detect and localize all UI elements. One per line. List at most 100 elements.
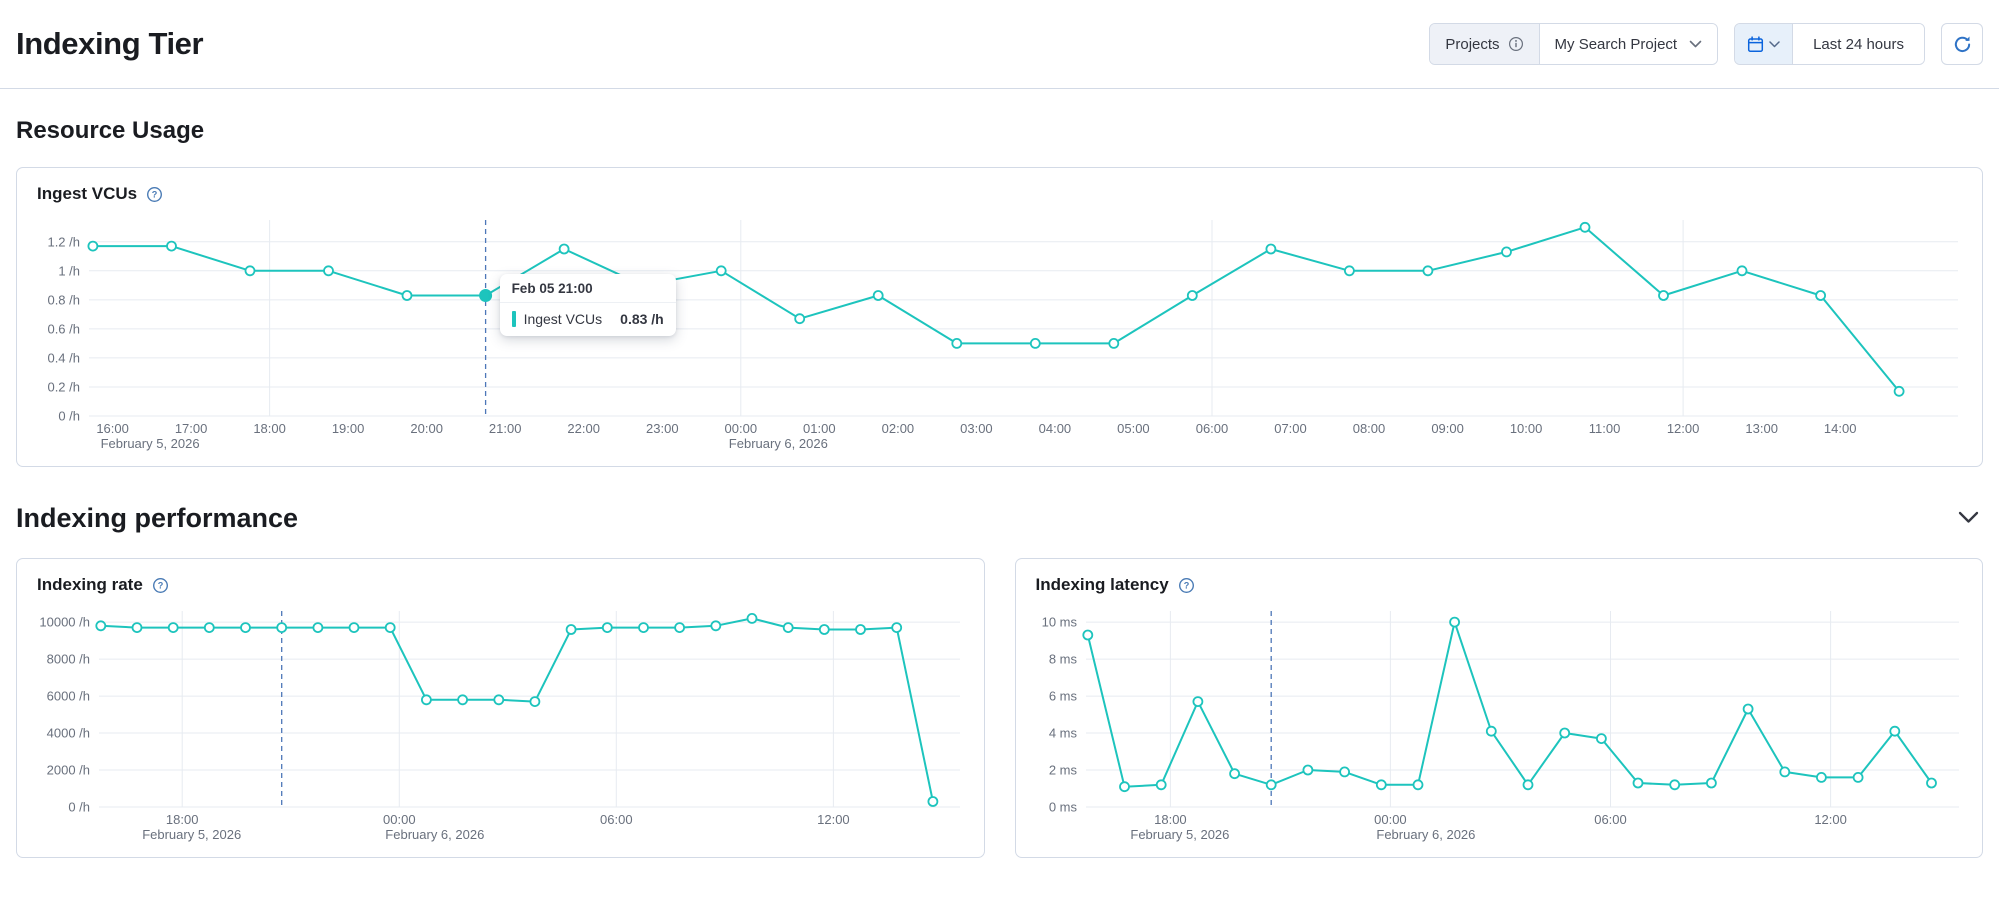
svg-text:February 6, 2026: February 6, 2026	[385, 827, 484, 842]
svg-text:10000 /h: 10000 /h	[39, 615, 90, 630]
indexing-latency-title-row: Indexing latency ?	[1036, 575, 1963, 595]
date-range-button[interactable]: Last 24 hours	[1793, 24, 1924, 64]
svg-text:12:00: 12:00	[817, 812, 850, 827]
chart-title-indexing-latency: Indexing latency	[1035, 575, 1169, 594]
project-filter-group: Projects My Search Project	[1429, 23, 1719, 65]
svg-text:21:00: 21:00	[489, 421, 522, 436]
performance-charts-row: Indexing rate ? 0 /h 2000 /h 4000 /h 6000 /…	[16, 558, 1983, 858]
date-range-value: Last 24 hours	[1813, 35, 1904, 53]
chevron-down-icon	[1689, 40, 1702, 48]
svg-text:04:00: 04:00	[1039, 421, 1072, 436]
project-filter-label-text: Projects	[1445, 35, 1500, 53]
svg-text:18:00: 18:00	[166, 812, 199, 827]
svg-text:?: ?	[1183, 580, 1189, 590]
svg-text:1 /h: 1 /h	[58, 263, 80, 278]
svg-text:05:00: 05:00	[1117, 421, 1150, 436]
svg-text:2 ms: 2 ms	[1048, 763, 1077, 778]
help-button[interactable]: ?	[152, 577, 169, 594]
svg-text:18:00: 18:00	[1154, 812, 1187, 827]
svg-text:17:00: 17:00	[175, 421, 208, 436]
chart-title-indexing-rate: Indexing rate	[37, 575, 143, 594]
svg-text:February 5, 2026: February 5, 2026	[1130, 827, 1229, 842]
refresh-button[interactable]	[1941, 23, 1983, 65]
help-button[interactable]: ?	[146, 186, 163, 203]
ingest-vcus-chart[interactable]: 0 /h 0.2 /h 0.4 /h 0.6 /h 0.8 /h 1 /h 1.2 /h 16…	[31, 208, 1968, 458]
calendar-icon	[1747, 35, 1764, 53]
svg-text:February 6, 2026: February 6, 2026	[1376, 827, 1475, 842]
chart-title-ingest-vcus: Ingest VCUs	[37, 184, 138, 203]
ingest-vcus-chart-canvas[interactable]: 0 /h 0.2 /h 0.4 /h 0.6 /h 0.8 /h 1 /h 1.2 /h 16…	[31, 208, 1968, 458]
indexing-rate-chart-canvas[interactable]: 0 /h 2000 /h 4000 /h 6000 /h 8000 /h 10000 /h…	[31, 599, 970, 849]
svg-text:0.2 /h: 0.2 /h	[47, 380, 80, 395]
indexing-latency-chart[interactable]: 0 ms 2 ms 4 ms 6 ms 8 ms 10 ms 18:00 00:00 06:00…	[1030, 599, 1969, 849]
project-select-value: My Search Project	[1554, 35, 1678, 53]
svg-text:8 ms: 8 ms	[1048, 652, 1077, 667]
section-title-resource-usage: Resource Usage	[16, 117, 205, 144]
svg-text:03:00: 03:00	[960, 421, 993, 436]
indexing-rate-title-row: Indexing rate ?	[37, 575, 964, 595]
question-icon: ?	[1178, 577, 1195, 594]
svg-text:4000 /h: 4000 /h	[47, 726, 90, 741]
page-header-wrap: Indexing Tier Projects My Search Project	[0, 0, 1999, 88]
question-icon: ?	[146, 186, 163, 203]
indexing-performance-heading-row: Indexing performance	[16, 503, 1983, 534]
svg-text:1.2 /h: 1.2 /h	[47, 234, 80, 249]
svg-text:08:00: 08:00	[1353, 421, 1386, 436]
svg-text:00:00: 00:00	[383, 812, 416, 827]
svg-text:13:00: 13:00	[1745, 421, 1778, 436]
svg-text:12:00: 12:00	[1814, 812, 1847, 827]
page-main: Resource Usage Ingest VCUs ? 0 /h 0.2 /h 0…	[0, 117, 1999, 858]
svg-text:0.6 /h: 0.6 /h	[47, 321, 80, 336]
svg-text:10 ms: 10 ms	[1041, 615, 1077, 630]
svg-text:01:00: 01:00	[803, 421, 836, 436]
svg-text:?: ?	[158, 580, 164, 590]
svg-text:0 ms: 0 ms	[1048, 800, 1077, 815]
question-icon: ?	[152, 577, 169, 594]
svg-text:06:00: 06:00	[1196, 421, 1229, 436]
svg-text:10:00: 10:00	[1510, 421, 1543, 436]
resource-usage-heading-row: Resource Usage	[16, 117, 1983, 145]
project-select-button[interactable]: My Search Project	[1539, 24, 1718, 64]
svg-text:07:00: 07:00	[1274, 421, 1307, 436]
section-title-indexing-performance: Indexing performance	[16, 503, 299, 533]
svg-text:02:00: 02:00	[882, 421, 915, 436]
svg-text:09:00: 09:00	[1431, 421, 1464, 436]
page-header: Indexing Tier Projects My Search Project	[16, 18, 1983, 70]
chevron-down-icon	[1769, 40, 1780, 48]
indexing-latency-chart-canvas[interactable]: 0 ms 2 ms 4 ms 6 ms 8 ms 10 ms 18:00 00:00 06:00…	[1030, 599, 1969, 849]
svg-text:18:00: 18:00	[253, 421, 286, 436]
svg-text:8000 /h: 8000 /h	[47, 652, 90, 667]
svg-text:06:00: 06:00	[600, 812, 633, 827]
page-title: Indexing Tier	[16, 26, 204, 61]
svg-text:00:00: 00:00	[1374, 812, 1407, 827]
svg-text:6 ms: 6 ms	[1048, 689, 1077, 704]
svg-text:0 /h: 0 /h	[58, 409, 80, 424]
svg-text:06:00: 06:00	[1594, 812, 1627, 827]
indexing-rate-chart[interactable]: 0 /h 2000 /h 4000 /h 6000 /h 8000 /h 10000 /h…	[31, 599, 970, 849]
svg-text:00:00: 00:00	[725, 421, 758, 436]
svg-text:12:00: 12:00	[1667, 421, 1700, 436]
ingest-vcus-panel: Ingest VCUs ? 0 /h 0.2 /h 0.4 /h 0.6 /h 0.8 …	[16, 167, 1983, 467]
svg-text:20:00: 20:00	[410, 421, 443, 436]
svg-text:0.4 /h: 0.4 /h	[47, 350, 80, 365]
collapse-section-button[interactable]	[1954, 507, 1983, 531]
svg-text:16:00: 16:00	[96, 421, 129, 436]
svg-text:?: ?	[152, 189, 158, 199]
header-controls: Projects My Search Project	[1429, 23, 1983, 65]
svg-text:14:00: 14:00	[1824, 421, 1857, 436]
svg-text:0 /h: 0 /h	[68, 800, 90, 815]
refresh-icon	[1953, 35, 1972, 54]
project-filter-label: Projects	[1430, 24, 1540, 64]
svg-text:19:00: 19:00	[332, 421, 365, 436]
svg-text:February 5, 2026: February 5, 2026	[142, 827, 241, 842]
indexing-latency-panel: Indexing latency ? 0 ms 2 ms 4 ms 6 ms 8 ms 1…	[1014, 558, 1983, 858]
help-button[interactable]: ?	[1178, 577, 1195, 594]
info-icon	[1508, 36, 1524, 52]
indexing-rate-panel: Indexing rate ? 0 /h 2000 /h 4000 /h 6000 /…	[16, 558, 985, 858]
header-divider	[0, 88, 1999, 89]
ingest-vcus-title-row: Ingest VCUs ?	[37, 184, 1962, 204]
date-quick-select-button[interactable]	[1735, 24, 1794, 64]
svg-text:6000 /h: 6000 /h	[47, 689, 90, 704]
svg-text:23:00: 23:00	[646, 421, 679, 436]
svg-text:February 6, 2026: February 6, 2026	[729, 436, 828, 451]
